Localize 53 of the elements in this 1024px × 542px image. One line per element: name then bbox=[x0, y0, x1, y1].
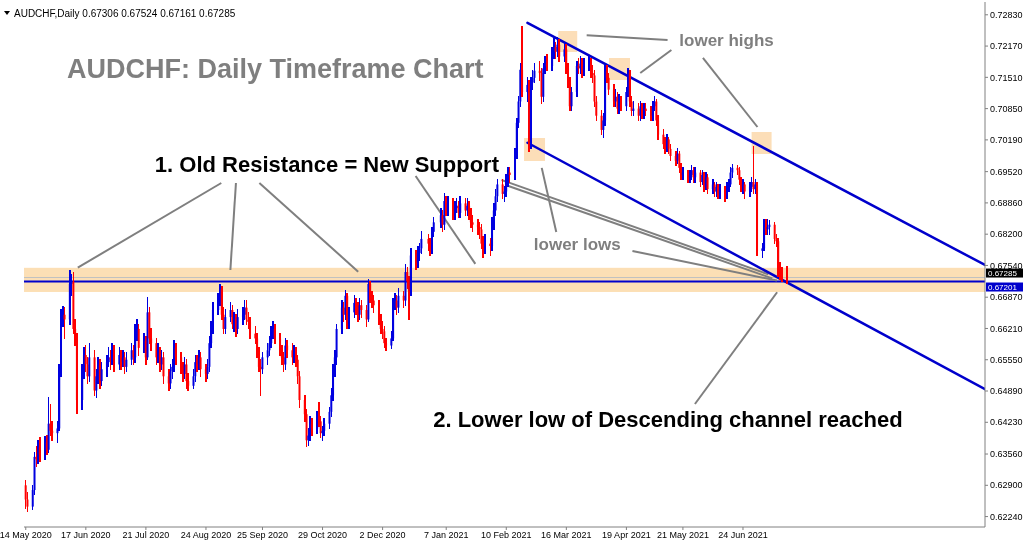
candlestick bbox=[38, 436, 41, 463]
candlestick bbox=[521, 25, 524, 99]
annotation: 1. Old Resistance = New Support bbox=[154, 152, 500, 177]
text: AUDCHF: Daily Timeframe Chart bbox=[66, 54, 484, 84]
y-tick-label: 0.65550 bbox=[990, 354, 1023, 365]
candlestick bbox=[743, 180, 746, 200]
x-tick-label: 25 Sep 2020 bbox=[236, 530, 289, 541]
candlestick bbox=[459, 195, 462, 219]
x-tick-label: 14 May 2020 bbox=[0, 530, 52, 541]
x-tick-label: 10 Feb 2021 bbox=[480, 530, 532, 541]
annotation: AUDCHF,Daily 0.67306 0.67524 0.67161 0.67285 bbox=[14, 8, 236, 19]
candlestick bbox=[236, 308, 239, 335]
candlestick bbox=[353, 294, 356, 319]
candlestick bbox=[199, 351, 202, 378]
annotation: 2. Lower low of Descending channel reached bbox=[433, 407, 903, 432]
x-tick-label: 29 Oct 2020 bbox=[298, 530, 348, 541]
candlestick bbox=[558, 38, 561, 63]
candlestick bbox=[118, 346, 121, 371]
x-tick-label: 24 Jun 2021 bbox=[718, 530, 768, 541]
y-tick-label: 0.72830 bbox=[990, 9, 1023, 20]
y-tick-label: 0.66210 bbox=[990, 323, 1023, 334]
candlestick bbox=[582, 57, 585, 77]
y-tick-label: 0.62240 bbox=[990, 511, 1023, 522]
annotation: lower highs bbox=[679, 31, 774, 50]
x-tick-label: 17 Jun 2020 bbox=[61, 530, 111, 541]
candlestick bbox=[24, 479, 27, 511]
candlestick bbox=[786, 264, 789, 285]
y-tick-label: 0.71510 bbox=[990, 72, 1023, 83]
y-tick-label: 0.62900 bbox=[990, 480, 1023, 491]
candlestick bbox=[167, 367, 170, 392]
ref-line-label: 0.67285 bbox=[988, 269, 1018, 279]
y-tick-label: 0.64890 bbox=[990, 386, 1023, 397]
x-tick-label: 21 Jul 2020 bbox=[122, 530, 170, 541]
y-tick-label: 0.63560 bbox=[990, 449, 1023, 460]
y-tick-label: 0.70190 bbox=[990, 135, 1023, 146]
y-tick-label: 0.69520 bbox=[990, 166, 1023, 177]
annotation: lower lows bbox=[533, 235, 621, 254]
x-tick-label: 21 May 2021 bbox=[656, 530, 709, 541]
x-tick-label: 7 Jan 2021 bbox=[423, 530, 469, 541]
ref-line-label: 0.67201 bbox=[988, 283, 1018, 293]
y-tick-label: 0.70850 bbox=[990, 103, 1023, 114]
x-tick-label: 16 Mar 2021 bbox=[541, 530, 592, 541]
y-tick-label: 0.72170 bbox=[990, 41, 1023, 52]
x-tick-label: 2 Dec 2020 bbox=[359, 530, 406, 541]
candlestick bbox=[273, 322, 276, 345]
y-tick-label: 0.68200 bbox=[990, 229, 1023, 240]
y-tick-label: 0.66870 bbox=[990, 292, 1023, 303]
x-tick-label: 24 Aug 2020 bbox=[180, 530, 232, 541]
y-tick-label: 0.64230 bbox=[990, 417, 1023, 428]
y-tick-label: 0.67540 bbox=[990, 260, 1023, 271]
y-tick-label: 0.68860 bbox=[990, 198, 1023, 209]
x-tick-label: 19 Apr 2021 bbox=[602, 530, 651, 541]
candlestick bbox=[249, 315, 252, 340]
